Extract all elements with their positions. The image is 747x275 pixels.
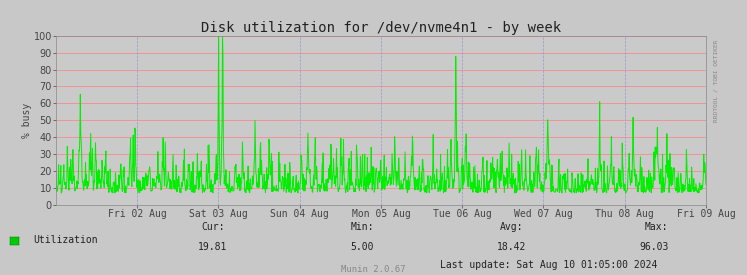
Text: 96.03: 96.03 bbox=[639, 243, 669, 252]
Text: Utilization: Utilization bbox=[33, 235, 98, 245]
Y-axis label: % busy: % busy bbox=[22, 103, 32, 138]
Text: Max:: Max: bbox=[645, 222, 669, 232]
Text: Munin 2.0.67: Munin 2.0.67 bbox=[341, 265, 406, 274]
Text: 18.42: 18.42 bbox=[497, 243, 527, 252]
Text: 19.81: 19.81 bbox=[198, 243, 228, 252]
Title: Disk utilization for /dev/nvme4n1 - by week: Disk utilization for /dev/nvme4n1 - by w… bbox=[201, 21, 561, 35]
Text: Avg:: Avg: bbox=[500, 222, 524, 232]
Text: Min:: Min: bbox=[350, 222, 374, 232]
Text: Last update: Sat Aug 10 01:05:00 2024: Last update: Sat Aug 10 01:05:00 2024 bbox=[440, 260, 657, 270]
Text: RRDTOOL / TOBI OETIKER: RRDTOOL / TOBI OETIKER bbox=[713, 39, 719, 122]
Text: 5.00: 5.00 bbox=[350, 243, 374, 252]
Text: Cur:: Cur: bbox=[201, 222, 225, 232]
